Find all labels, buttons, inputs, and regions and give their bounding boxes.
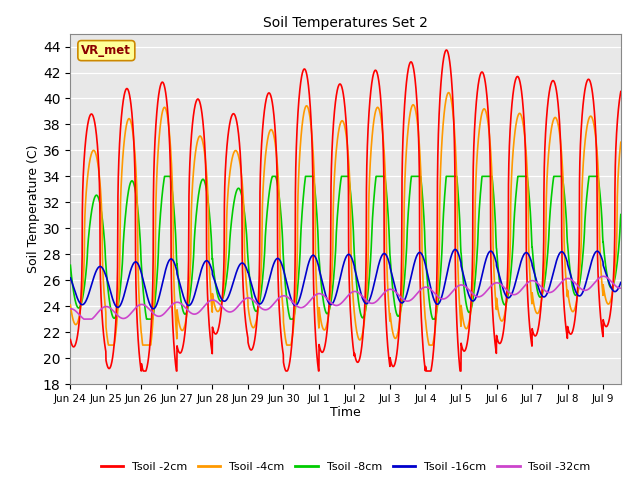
- Tsoil -2cm: [278, 339, 285, 345]
- Tsoil -8cm: [302, 173, 310, 179]
- Tsoil -8cm: [547, 198, 555, 204]
- Tsoil -2cm: [162, 92, 170, 98]
- Tsoil -8cm: [143, 316, 150, 322]
- Tsoil -8cm: [161, 173, 168, 179]
- Tsoil -32cm: [547, 289, 555, 295]
- Tsoil -16cm: [278, 261, 285, 267]
- Tsoil -2cm: [607, 311, 614, 316]
- Tsoil -2cm: [301, 67, 309, 73]
- Tsoil -2cm: [443, 47, 451, 53]
- Tsoil -16cm: [617, 280, 625, 286]
- Tsoil -4cm: [105, 342, 113, 348]
- Tsoil -32cm: [607, 277, 614, 283]
- Tsoil -16cm: [129, 261, 137, 267]
- Title: Soil Temperatures Set 2: Soil Temperatures Set 2: [263, 16, 428, 30]
- Tsoil -4cm: [67, 302, 74, 308]
- Tsoil -16cm: [67, 275, 74, 281]
- Y-axis label: Soil Temperature (C): Soil Temperature (C): [27, 144, 40, 273]
- Tsoil -16cm: [451, 247, 459, 252]
- Tsoil -4cm: [445, 90, 452, 96]
- Tsoil -32cm: [67, 306, 74, 312]
- Tsoil -2cm: [67, 336, 74, 342]
- Tsoil -8cm: [278, 224, 285, 229]
- Tsoil -8cm: [163, 173, 170, 179]
- Text: VR_met: VR_met: [81, 44, 131, 57]
- Tsoil -4cm: [607, 299, 614, 304]
- Line: Tsoil -8cm: Tsoil -8cm: [70, 176, 621, 319]
- X-axis label: Time: Time: [330, 407, 361, 420]
- Tsoil -2cm: [138, 368, 145, 374]
- Tsoil -2cm: [547, 81, 555, 86]
- Line: Tsoil -16cm: Tsoil -16cm: [70, 250, 621, 309]
- Line: Tsoil -32cm: Tsoil -32cm: [70, 276, 621, 319]
- Tsoil -32cm: [80, 316, 88, 322]
- Tsoil -4cm: [129, 134, 137, 140]
- Tsoil -32cm: [129, 308, 137, 313]
- Tsoil -2cm: [129, 127, 137, 133]
- Tsoil -8cm: [67, 262, 74, 268]
- Tsoil -4cm: [547, 128, 555, 134]
- Tsoil -8cm: [607, 284, 614, 290]
- Tsoil -4cm: [278, 288, 285, 294]
- Tsoil -8cm: [617, 212, 625, 217]
- Tsoil -16cm: [547, 278, 555, 284]
- Tsoil -32cm: [617, 285, 625, 291]
- Tsoil -2cm: [617, 89, 625, 95]
- Tsoil -4cm: [301, 104, 309, 110]
- Line: Tsoil -4cm: Tsoil -4cm: [70, 93, 621, 345]
- Tsoil -32cm: [278, 293, 285, 299]
- Line: Tsoil -2cm: Tsoil -2cm: [70, 50, 621, 371]
- Tsoil -32cm: [600, 274, 607, 279]
- Tsoil -16cm: [150, 306, 157, 312]
- Tsoil -16cm: [301, 272, 309, 278]
- Tsoil -16cm: [162, 265, 170, 271]
- Tsoil -32cm: [162, 309, 170, 314]
- Tsoil -4cm: [617, 139, 625, 145]
- Tsoil -8cm: [129, 179, 137, 185]
- Legend: Tsoil -2cm, Tsoil -4cm, Tsoil -8cm, Tsoil -16cm, Tsoil -32cm: Tsoil -2cm, Tsoil -4cm, Tsoil -8cm, Tsoi…: [96, 457, 595, 477]
- Tsoil -32cm: [301, 303, 309, 309]
- Tsoil -4cm: [162, 107, 170, 112]
- Tsoil -16cm: [607, 283, 614, 289]
